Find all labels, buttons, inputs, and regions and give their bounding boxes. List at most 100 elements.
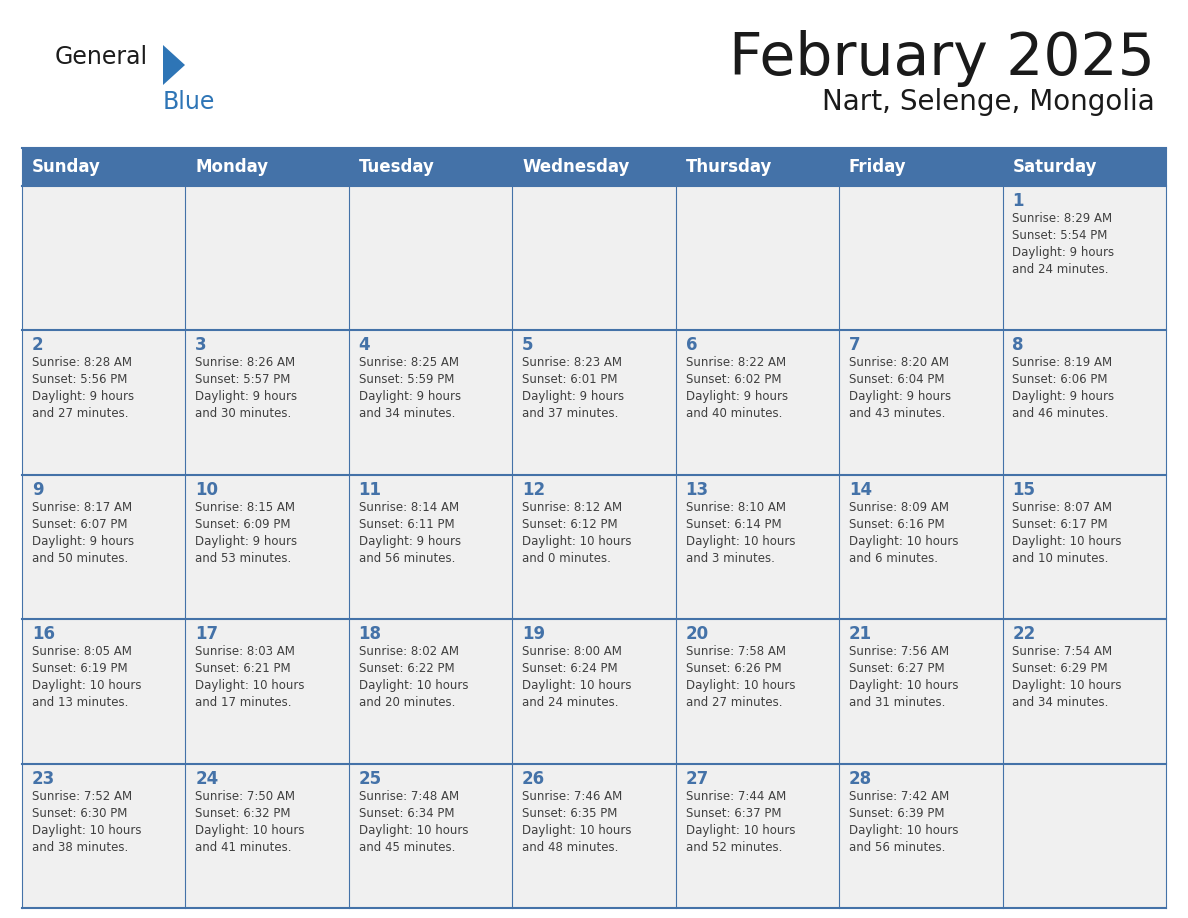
Text: Sunset: 6:30 PM: Sunset: 6:30 PM	[32, 807, 127, 820]
Bar	[185, 186, 349, 330]
Text: and 10 minutes.: and 10 minutes.	[1012, 552, 1108, 565]
Text: 21: 21	[849, 625, 872, 644]
Bar	[839, 148, 1003, 186]
Text: Sunrise: 7:46 AM: Sunrise: 7:46 AM	[522, 789, 623, 802]
Text: and 27 minutes.: and 27 minutes.	[32, 408, 128, 420]
Bar	[23, 620, 185, 764]
Text: and 40 minutes.: and 40 minutes.	[685, 408, 782, 420]
Bar	[185, 330, 349, 475]
Text: 19: 19	[522, 625, 545, 644]
Text: 23: 23	[32, 769, 55, 788]
Text: 12: 12	[522, 481, 545, 498]
Text: Daylight: 10 hours: Daylight: 10 hours	[685, 679, 795, 692]
Text: 13: 13	[685, 481, 709, 498]
Text: Sunset: 6:39 PM: Sunset: 6:39 PM	[849, 807, 944, 820]
Text: Friday: Friday	[849, 158, 906, 176]
Text: Daylight: 10 hours: Daylight: 10 hours	[195, 823, 305, 836]
Bar	[1003, 764, 1165, 908]
Text: and 20 minutes.: and 20 minutes.	[359, 696, 455, 710]
Text: Daylight: 10 hours: Daylight: 10 hours	[1012, 679, 1121, 692]
Text: and 34 minutes.: and 34 minutes.	[1012, 696, 1108, 710]
Text: Tuesday: Tuesday	[359, 158, 435, 176]
Bar	[676, 148, 839, 186]
Text: and 24 minutes.: and 24 minutes.	[522, 696, 619, 710]
Text: Daylight: 10 hours: Daylight: 10 hours	[32, 679, 141, 692]
Text: Sunrise: 8:23 AM: Sunrise: 8:23 AM	[522, 356, 623, 369]
Text: Sunset: 6:07 PM: Sunset: 6:07 PM	[32, 518, 127, 531]
Text: and 41 minutes.: and 41 minutes.	[195, 841, 292, 854]
Text: and 30 minutes.: and 30 minutes.	[195, 408, 291, 420]
Text: and 56 minutes.: and 56 minutes.	[359, 552, 455, 565]
Text: Sunrise: 8:15 AM: Sunrise: 8:15 AM	[195, 501, 296, 514]
Text: Sunset: 6:35 PM: Sunset: 6:35 PM	[522, 807, 618, 820]
Text: Daylight: 10 hours: Daylight: 10 hours	[522, 679, 632, 692]
Text: and 43 minutes.: and 43 minutes.	[849, 408, 946, 420]
Text: and 27 minutes.: and 27 minutes.	[685, 696, 782, 710]
Bar	[349, 764, 512, 908]
Text: Sunrise: 8:26 AM: Sunrise: 8:26 AM	[195, 356, 296, 369]
Text: and 34 minutes.: and 34 minutes.	[359, 408, 455, 420]
Text: Sunset: 5:59 PM: Sunset: 5:59 PM	[359, 374, 454, 386]
Text: Sunrise: 8:17 AM: Sunrise: 8:17 AM	[32, 501, 132, 514]
Text: Daylight: 9 hours: Daylight: 9 hours	[32, 390, 134, 403]
Text: 25: 25	[359, 769, 381, 788]
Bar	[676, 764, 839, 908]
Text: 1: 1	[1012, 192, 1024, 210]
Text: 16: 16	[32, 625, 55, 644]
Text: Daylight: 9 hours: Daylight: 9 hours	[685, 390, 788, 403]
Bar	[839, 186, 1003, 330]
Text: February 2025: February 2025	[729, 30, 1155, 87]
Text: Sunset: 6:09 PM: Sunset: 6:09 PM	[195, 518, 291, 531]
Text: Sunday: Sunday	[32, 158, 101, 176]
Text: Sunset: 6:24 PM: Sunset: 6:24 PM	[522, 662, 618, 676]
Bar	[1003, 186, 1165, 330]
Text: Daylight: 9 hours: Daylight: 9 hours	[1012, 246, 1114, 259]
Text: Daylight: 10 hours: Daylight: 10 hours	[1012, 535, 1121, 548]
Text: and 31 minutes.: and 31 minutes.	[849, 696, 946, 710]
Bar	[676, 186, 839, 330]
Text: Daylight: 9 hours: Daylight: 9 hours	[359, 390, 461, 403]
Text: Daylight: 10 hours: Daylight: 10 hours	[359, 679, 468, 692]
Bar	[23, 186, 185, 330]
Text: 17: 17	[195, 625, 219, 644]
Text: 4: 4	[359, 336, 371, 354]
Text: 7: 7	[849, 336, 860, 354]
Bar	[512, 186, 676, 330]
Text: Nart, Selenge, Mongolia: Nart, Selenge, Mongolia	[822, 88, 1155, 116]
Text: Daylight: 10 hours: Daylight: 10 hours	[849, 535, 959, 548]
Text: Daylight: 10 hours: Daylight: 10 hours	[32, 823, 141, 836]
Text: Sunset: 6:17 PM: Sunset: 6:17 PM	[1012, 518, 1108, 531]
Text: Sunset: 6:37 PM: Sunset: 6:37 PM	[685, 807, 781, 820]
Text: 3: 3	[195, 336, 207, 354]
Bar	[185, 475, 349, 620]
Text: and 52 minutes.: and 52 minutes.	[685, 841, 782, 854]
Text: Sunset: 5:57 PM: Sunset: 5:57 PM	[195, 374, 291, 386]
Text: 8: 8	[1012, 336, 1024, 354]
Bar	[676, 475, 839, 620]
Text: Sunset: 6:12 PM: Sunset: 6:12 PM	[522, 518, 618, 531]
Bar	[1003, 148, 1165, 186]
Text: Saturday: Saturday	[1012, 158, 1097, 176]
Bar	[23, 148, 185, 186]
Text: Sunrise: 8:09 AM: Sunrise: 8:09 AM	[849, 501, 949, 514]
Text: Sunrise: 8:28 AM: Sunrise: 8:28 AM	[32, 356, 132, 369]
Text: Sunset: 6:02 PM: Sunset: 6:02 PM	[685, 374, 781, 386]
Text: Daylight: 10 hours: Daylight: 10 hours	[195, 679, 305, 692]
Text: Sunrise: 7:44 AM: Sunrise: 7:44 AM	[685, 789, 785, 802]
Text: and 6 minutes.: and 6 minutes.	[849, 552, 939, 565]
Text: Sunset: 6:16 PM: Sunset: 6:16 PM	[849, 518, 944, 531]
Polygon shape	[163, 45, 185, 85]
Bar	[839, 620, 1003, 764]
Text: Sunset: 5:54 PM: Sunset: 5:54 PM	[1012, 229, 1107, 242]
Bar	[676, 620, 839, 764]
Text: Sunrise: 8:02 AM: Sunrise: 8:02 AM	[359, 645, 459, 658]
Text: Daylight: 9 hours: Daylight: 9 hours	[1012, 390, 1114, 403]
Text: 24: 24	[195, 769, 219, 788]
Bar	[839, 764, 1003, 908]
Bar	[185, 620, 349, 764]
Text: Daylight: 9 hours: Daylight: 9 hours	[195, 535, 297, 548]
Text: Daylight: 9 hours: Daylight: 9 hours	[849, 390, 952, 403]
Bar	[1003, 330, 1165, 475]
Bar	[185, 764, 349, 908]
Text: Daylight: 10 hours: Daylight: 10 hours	[522, 823, 632, 836]
